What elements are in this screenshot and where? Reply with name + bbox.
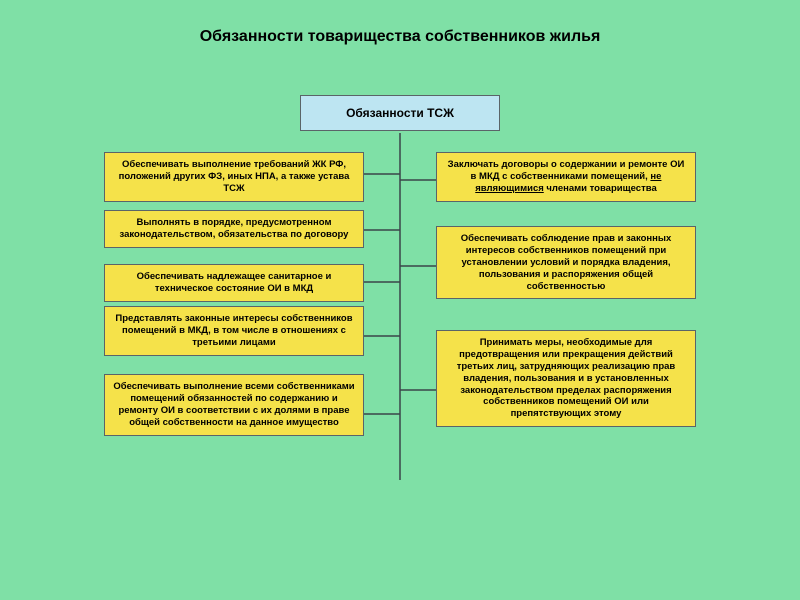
- left-box-3: Представлять законные интересы собственн…: [104, 306, 364, 356]
- right-box-0: Заключать договоры о содержании и ремонт…: [436, 152, 696, 202]
- page-title: Обязанности товарищества собственников ж…: [0, 28, 800, 46]
- left-box-0: Обеспечивать выполнение требований ЖК РФ…: [104, 152, 364, 202]
- left-box-4: Обеспечивать выполнение всеми собственни…: [104, 374, 364, 436]
- left-box-2: Обеспечивать надлежащее санитарное и тех…: [104, 264, 364, 302]
- right-box-2: Принимать меры, необходимые для предотвр…: [436, 330, 696, 427]
- right-box-1: Обеспечивать соблюдение прав и законных …: [436, 226, 696, 299]
- root-node: Обязанности ТСЖ: [300, 95, 500, 131]
- left-box-1: Выполнять в порядке, предусмотренном зак…: [104, 210, 364, 248]
